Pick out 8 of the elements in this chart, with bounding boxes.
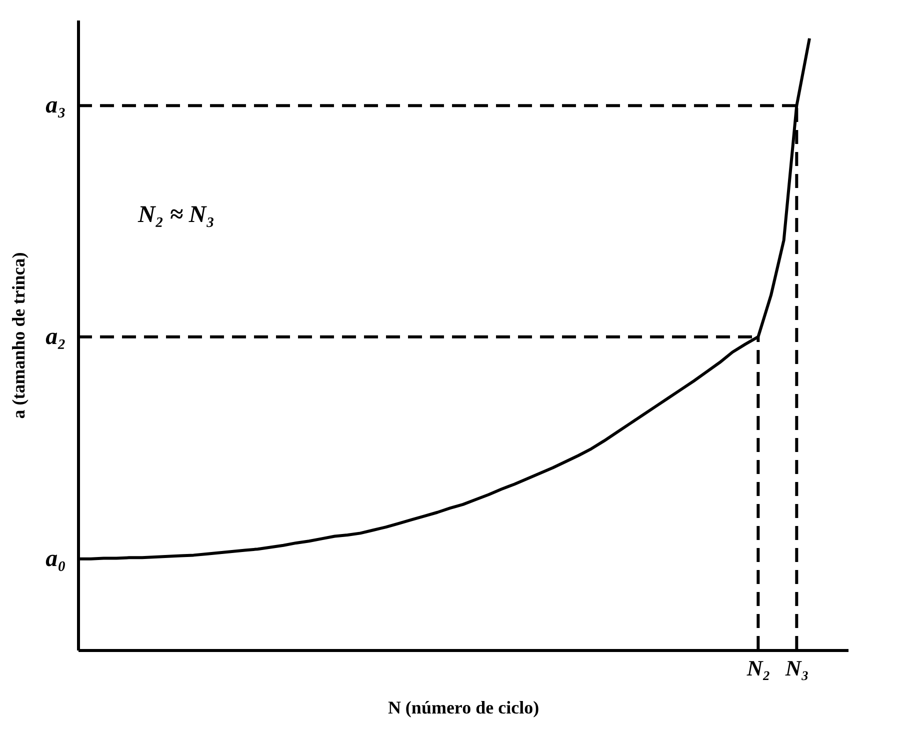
x-tick-label: N₂	[746, 656, 770, 680]
annotation: N₂ ≈ N₃	[137, 202, 215, 228]
x-tick-label: N₃	[784, 656, 809, 680]
text: a₀	[46, 546, 66, 572]
x-axis-title: N (número de ciclo)	[388, 698, 540, 718]
ref-line-label: a₂	[46, 324, 66, 350]
ref-line-label: a₃	[46, 92, 66, 119]
y-axis-title: a (tamanho de trinca)	[8, 252, 28, 419]
